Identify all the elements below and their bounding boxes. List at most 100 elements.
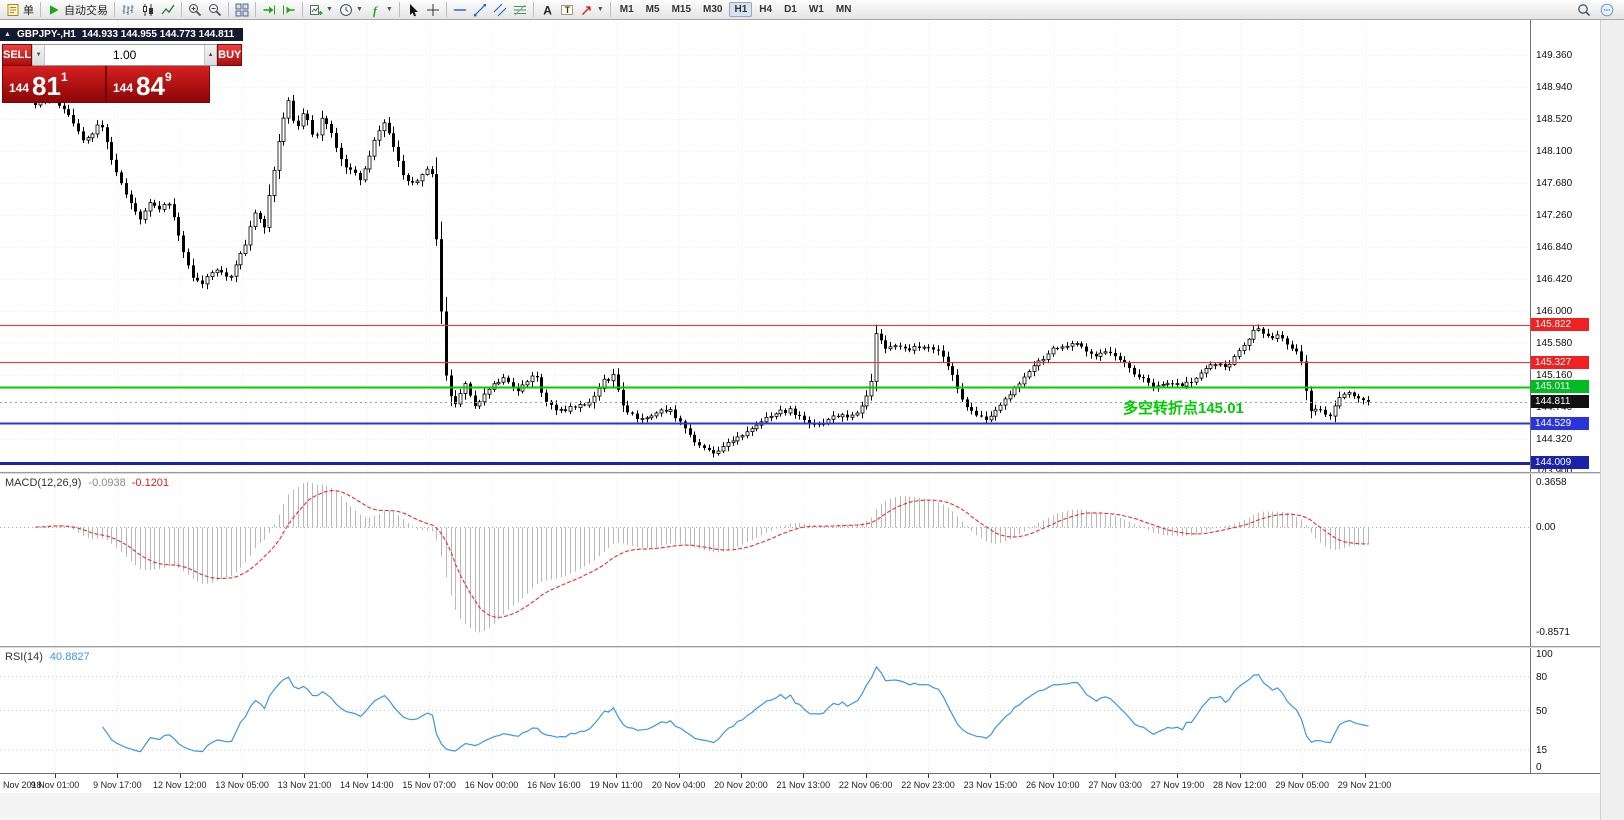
time-axis-label: 22 Nov 23:00 xyxy=(901,780,955,790)
sell-price-quote[interactable]: 144 81 1 xyxy=(3,66,107,102)
timeframe-h1-button[interactable]: H1 xyxy=(729,2,753,17)
one-click-trading-panel: SELL ▼ ▲ BUY 144 81 1 144 84 9 xyxy=(2,44,243,103)
indicators-list-button[interactable]: f ▼ xyxy=(367,1,395,18)
equidistant-channel-button[interactable] xyxy=(491,1,509,18)
timeframe-d1-button[interactable]: D1 xyxy=(784,4,797,15)
main-chart-pane[interactable]: ▲ GBPJPY-,H1 144.933 144.955 144.773 144… xyxy=(0,20,1530,472)
time-axis-label: 9 Nov 17:00 xyxy=(93,780,142,790)
time-axis-tick xyxy=(1302,774,1303,778)
text-button[interactable]: A xyxy=(538,1,556,18)
rsi-pane[interactable]: RSI(14) 40.8827 xyxy=(0,648,1530,773)
search-button[interactable] xyxy=(1575,1,1593,18)
price-tag-144.529: 144.529 xyxy=(1531,416,1589,430)
svg-text:f: f xyxy=(373,3,378,17)
autotrading-icon xyxy=(50,4,59,15)
time-axis-label: 15 Nov 07:00 xyxy=(402,780,456,790)
auto-scroll-icon xyxy=(263,5,275,14)
macd-pane[interactable]: MACD(12,26,9) -0.0938 -0.1201 xyxy=(0,474,1530,646)
price-tag-144.811: 144.811 xyxy=(1531,395,1589,409)
autotrading-label: 自动交易 xyxy=(64,4,108,17)
time-axis-tick xyxy=(990,774,991,778)
arrows-icon xyxy=(581,5,591,15)
text-label-button[interactable]: T xyxy=(558,1,576,18)
macd-axis-label: 0.3658 xyxy=(1536,477,1567,488)
time-axis-tick xyxy=(429,774,430,778)
time-axis-label: 23 Nov 15:00 xyxy=(963,780,1018,790)
chat-button[interactable] xyxy=(1598,1,1616,18)
rsi-axis-label: 100 xyxy=(1536,649,1553,660)
time-axis-label: Nov 2018 xyxy=(3,780,42,790)
timeframe-m1-button[interactable]: M1 xyxy=(619,4,634,15)
timeframe-mn-button[interactable]: MN xyxy=(835,4,852,15)
sell-button[interactable]: SELL xyxy=(2,44,33,66)
buy-button[interactable]: BUY xyxy=(217,44,243,66)
time-axis-tick xyxy=(866,774,867,778)
sell-price-base: 144 xyxy=(9,81,30,95)
tile-windows-button[interactable] xyxy=(233,1,251,18)
chart-title-bar[interactable]: ▲ GBPJPY-,H1 144.933 144.955 144.773 144… xyxy=(0,28,244,41)
new-order-button[interactable]: 单 xyxy=(4,1,36,18)
chart-line-button[interactable] xyxy=(159,1,177,18)
time-axis-label: 29 Nov 21:00 xyxy=(1337,780,1392,790)
candlestick-chart[interactable] xyxy=(0,20,1530,472)
toolbar-separator xyxy=(609,2,611,17)
timeframe-m5-button[interactable]: M5 xyxy=(645,4,660,15)
volume-input[interactable] xyxy=(45,45,205,65)
crosshair-button[interactable] xyxy=(424,1,442,18)
chevron-down-icon: ▼ xyxy=(385,6,393,13)
volume-increase-button[interactable]: ▲ xyxy=(204,45,218,65)
zoom-out-button[interactable] xyxy=(206,1,224,18)
chart-shift-button[interactable] xyxy=(280,1,298,18)
volume-decrease-button[interactable]: ▼ xyxy=(32,45,46,65)
timeframe-w1-button[interactable]: W1 xyxy=(808,4,824,15)
text-label-icon: T xyxy=(560,4,573,15)
chevron-down-icon: ▼ xyxy=(596,6,604,13)
rsi-header: RSI(14) 40.8827 xyxy=(5,651,90,663)
fibonacci-icon xyxy=(513,4,526,15)
toolbar-separator xyxy=(181,2,182,17)
timeframe-h4-button[interactable]: H4 xyxy=(759,4,773,15)
trend-line-button[interactable] xyxy=(471,1,489,18)
time-axis-label: 20 Nov 04:00 xyxy=(651,780,706,790)
periods-button[interactable]: ▼ xyxy=(337,1,365,18)
price-tag-145.822: 145.822 xyxy=(1531,318,1589,332)
time-axis-tick xyxy=(616,774,617,778)
time-axis-label: 21 Nov 13:00 xyxy=(776,780,831,790)
arrows-button[interactable]: ▼ xyxy=(578,1,606,18)
pane-splitter[interactable] xyxy=(0,646,1600,648)
new-order-label: 单 xyxy=(23,4,34,17)
timeframe-m15-button[interactable]: M15 xyxy=(671,4,692,15)
rsi-chart[interactable] xyxy=(0,648,1530,773)
trade-quotes-row: 144 81 1 144 84 9 xyxy=(2,66,210,103)
zoom-out-icon xyxy=(209,3,222,16)
zoom-in-button[interactable] xyxy=(186,1,204,18)
time-axis[interactable]: Nov 2018 9 Nov 01:00 9 Nov 17:00 12 Nov 12:… xyxy=(0,773,1600,793)
tile-windows-icon xyxy=(235,3,249,16)
macd-main-value: -0.0938 xyxy=(88,477,126,489)
time-axis-tick xyxy=(492,774,493,778)
fibonacci-button[interactable] xyxy=(511,1,529,18)
pane-splitter[interactable] xyxy=(0,472,1600,474)
auto-scroll-button[interactable] xyxy=(260,1,278,18)
cursor-button[interactable] xyxy=(404,1,422,18)
chart-candles-button[interactable] xyxy=(139,1,157,18)
macd-chart[interactable] xyxy=(0,474,1530,646)
buy-price-quote[interactable]: 144 84 9 xyxy=(107,66,209,102)
sell-price-sup: 1 xyxy=(60,70,68,84)
time-axis-tick xyxy=(741,774,742,778)
horizontal-line-button[interactable] xyxy=(451,1,469,18)
time-axis-tick xyxy=(117,774,118,778)
chart-bars-button[interactable] xyxy=(119,1,137,18)
timeframe-m30-button[interactable]: M30 xyxy=(703,4,723,15)
new-chart-button[interactable]: ▼ xyxy=(307,1,335,18)
price-tag-144.009: 144.009 xyxy=(1531,456,1589,470)
macd-axis-label: 0.00 xyxy=(1536,522,1556,533)
rsi-axis-label: 80 xyxy=(1536,671,1548,683)
price-axis[interactable]: 149.360 148.940 148.520 148.100 147.680 147.2… xyxy=(1530,20,1600,773)
trend-line-icon xyxy=(473,3,486,16)
autotrading-button[interactable]: 自动交易 xyxy=(45,1,110,18)
price-axis-label: 146.000 xyxy=(1536,306,1573,318)
price-tag-145.011: 145.011 xyxy=(1531,380,1589,394)
price-axis-label: 146.420 xyxy=(1536,274,1573,286)
